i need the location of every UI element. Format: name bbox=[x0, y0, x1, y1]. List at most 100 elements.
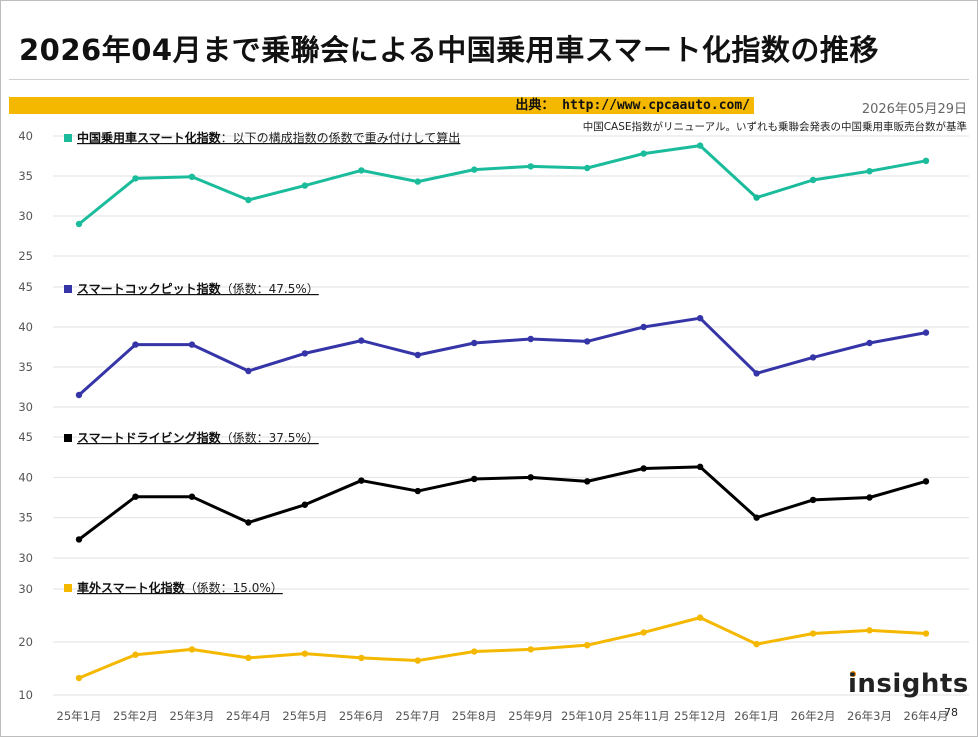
data-point bbox=[809, 496, 817, 504]
legend-label: スマートドライビング指数（係数：37.5%） bbox=[77, 430, 319, 445]
data-point bbox=[471, 339, 478, 347]
data-point bbox=[245, 196, 252, 204]
data-point bbox=[696, 315, 704, 322]
x-tick-label: 25年4月 bbox=[226, 709, 271, 723]
data-point bbox=[640, 629, 647, 636]
data-point bbox=[75, 220, 83, 228]
data-point bbox=[584, 641, 591, 649]
data-point bbox=[922, 157, 930, 164]
series-line bbox=[78, 465, 927, 541]
x-tick-label: 25年5月 bbox=[282, 709, 327, 723]
x-tick-label: 25年11月 bbox=[618, 709, 670, 723]
x-tick-label: 26年3月 bbox=[847, 709, 892, 723]
y-tick-label: 10 bbox=[18, 688, 33, 702]
legend-desc: （係数：37.5%） bbox=[221, 430, 319, 445]
x-tick-label: 26年4月 bbox=[904, 709, 949, 723]
x-tick-label: 25年10月 bbox=[561, 709, 613, 723]
data-point bbox=[696, 614, 704, 621]
y-tick-label: 25 bbox=[18, 249, 33, 263]
page-title: 2026年04月まで乗聯会による中国乗用車スマート化指数の推移 bbox=[19, 33, 879, 67]
legend-marker bbox=[64, 584, 72, 592]
data-point bbox=[866, 339, 873, 347]
data-point bbox=[414, 487, 421, 495]
y-tick-label: 45 bbox=[18, 280, 33, 294]
data-point bbox=[696, 463, 704, 471]
y-tick-label: 45 bbox=[18, 430, 33, 444]
y-tick-label: 40 bbox=[18, 129, 33, 143]
x-tick-label: 25年3月 bbox=[169, 709, 214, 723]
x-tick-label: 26年2月 bbox=[791, 709, 836, 723]
x-tick-label: 25年6月 bbox=[339, 709, 384, 723]
x-tick-label: 25年9月 bbox=[508, 709, 553, 723]
y-tick-label: 35 bbox=[18, 360, 33, 374]
y-tick-label: 35 bbox=[18, 511, 33, 525]
data-point bbox=[696, 142, 704, 149]
data-point bbox=[753, 514, 760, 521]
publish-date: 2026年05月29日 bbox=[861, 102, 967, 117]
title-divider bbox=[9, 79, 969, 80]
data-point bbox=[527, 163, 534, 170]
data-point bbox=[866, 494, 873, 501]
data-point bbox=[75, 674, 83, 682]
x-tick-label: 25年2月 bbox=[113, 709, 158, 723]
legend-marker bbox=[64, 434, 72, 442]
data-point bbox=[640, 323, 647, 331]
data-point bbox=[809, 630, 817, 637]
data-point bbox=[132, 175, 139, 182]
legend-marker bbox=[64, 285, 72, 293]
series-line bbox=[78, 144, 927, 226]
data-point bbox=[188, 493, 196, 500]
series-line bbox=[78, 616, 927, 680]
data-point bbox=[245, 367, 252, 375]
data-point bbox=[471, 648, 478, 655]
data-point bbox=[584, 164, 591, 172]
y-tick-label: 30 bbox=[18, 209, 33, 223]
data-point bbox=[527, 646, 534, 653]
chart-note: 中国CASE指数がリニューアル。いずれも乗聯会発表の中国乗用車販売台数が基準 bbox=[582, 121, 967, 133]
data-point bbox=[922, 478, 930, 485]
x-tick-label: 25年8月 bbox=[452, 709, 497, 723]
x-tick-label: 25年1月 bbox=[57, 709, 102, 723]
x-tick-label: 25年7月 bbox=[395, 709, 440, 723]
page-number: 78 bbox=[944, 706, 958, 719]
x-tick-label: 25年12月 bbox=[674, 709, 726, 723]
data-point bbox=[753, 194, 760, 201]
data-point bbox=[358, 167, 365, 174]
legend-marker bbox=[64, 134, 72, 142]
data-point bbox=[245, 519, 252, 526]
data-point bbox=[866, 627, 873, 634]
y-tick-label: 20 bbox=[18, 635, 33, 649]
source-bar: 出典： http://www.cpcaauto.com/ bbox=[9, 97, 754, 114]
legend-name: スマートドライビング指数 bbox=[77, 430, 222, 445]
legend-label: スマートコックピット指数（係数：47.5%） bbox=[77, 281, 319, 296]
data-point bbox=[471, 166, 478, 173]
data-point bbox=[301, 501, 309, 508]
legend-desc: （係数：47.5%） bbox=[221, 281, 319, 296]
data-point bbox=[414, 657, 421, 664]
data-point bbox=[922, 329, 930, 336]
data-point bbox=[358, 654, 365, 662]
data-point bbox=[188, 646, 196, 653]
data-point bbox=[75, 391, 83, 399]
data-point bbox=[584, 338, 591, 345]
data-point bbox=[301, 650, 309, 657]
legend-desc: （係数：15.0%） bbox=[185, 580, 283, 595]
y-tick-label: 35 bbox=[18, 169, 33, 183]
data-point bbox=[132, 493, 139, 500]
data-point bbox=[75, 536, 83, 543]
data-point bbox=[358, 337, 365, 344]
data-point bbox=[245, 654, 252, 662]
y-tick-label: 40 bbox=[18, 320, 33, 334]
data-point bbox=[414, 351, 421, 359]
y-tick-label: 30 bbox=[18, 582, 33, 596]
data-point bbox=[132, 651, 139, 658]
data-point bbox=[753, 640, 760, 648]
data-point bbox=[640, 465, 647, 472]
data-point bbox=[527, 474, 534, 481]
data-point bbox=[866, 168, 873, 175]
data-point bbox=[753, 370, 760, 377]
data-point bbox=[809, 176, 817, 184]
data-point bbox=[809, 354, 817, 361]
